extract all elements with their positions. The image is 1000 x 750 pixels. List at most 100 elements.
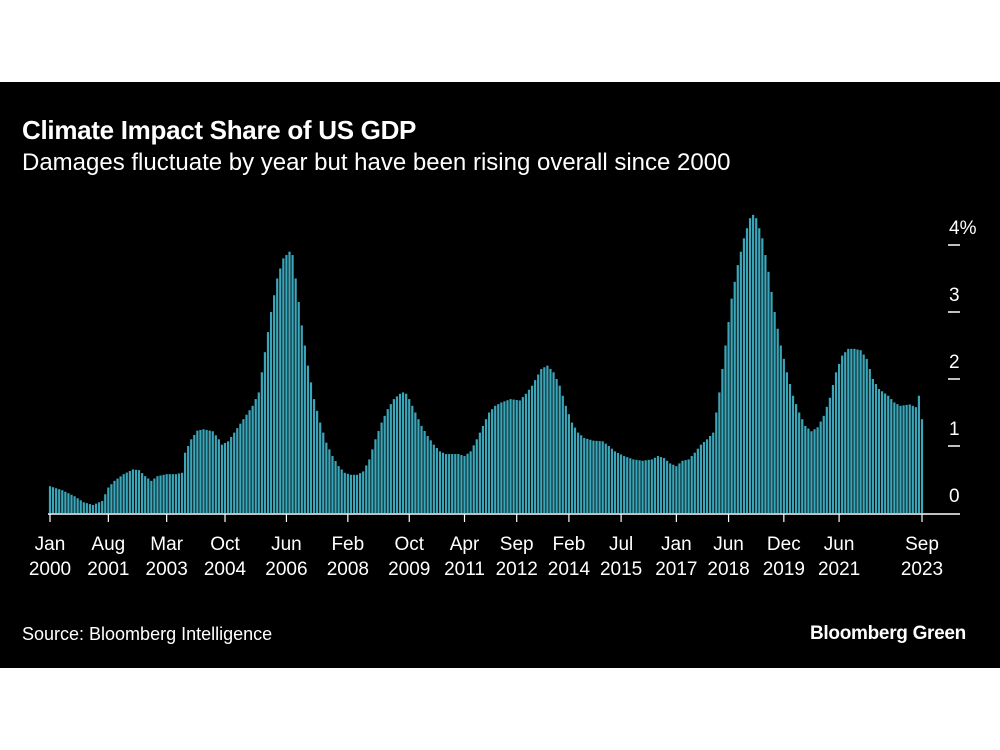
- x-tick-label-year: 2018: [707, 559, 749, 580]
- bar: [481, 425, 485, 513]
- bar: [245, 414, 248, 513]
- bar: [352, 474, 356, 513]
- bar: [785, 372, 789, 513]
- bar: [626, 457, 629, 513]
- bar: [134, 469, 138, 513]
- bar: [613, 451, 617, 513]
- bar: [355, 474, 359, 513]
- bar: [101, 500, 104, 513]
- bar: [88, 504, 92, 513]
- bar: [718, 392, 721, 513]
- bar: [110, 484, 113, 513]
- bar: [779, 345, 782, 513]
- bar: [650, 459, 653, 513]
- bar: [524, 393, 528, 513]
- bar: [752, 214, 755, 513]
- bar: [865, 358, 868, 513]
- bar: [816, 427, 819, 513]
- x-tick-label-month: Sep: [500, 534, 534, 555]
- bar: [64, 491, 67, 513]
- bar: [758, 228, 761, 513]
- bar: [638, 460, 641, 513]
- bar: [844, 352, 847, 513]
- bar: [177, 473, 181, 513]
- bar: [98, 502, 101, 513]
- x-tick-label-month: Jun: [824, 534, 855, 555]
- bar: [389, 404, 392, 514]
- bar: [441, 452, 445, 513]
- bar: [365, 465, 368, 513]
- bar: [432, 444, 435, 513]
- bar: [180, 472, 184, 513]
- bar: [484, 419, 488, 513]
- bar: [263, 352, 267, 513]
- bar: [478, 432, 481, 513]
- bar: [113, 480, 116, 513]
- bar: [546, 365, 549, 513]
- bar: [91, 504, 95, 513]
- bar: [868, 368, 871, 513]
- bar: [610, 448, 613, 513]
- bar: [282, 258, 285, 513]
- bar: [199, 429, 202, 513]
- bar: [635, 459, 638, 513]
- bar: [368, 459, 371, 513]
- bar: [79, 500, 82, 513]
- bar: [715, 412, 718, 513]
- bar: [678, 463, 681, 513]
- bar: [346, 473, 349, 514]
- bar: [555, 379, 558, 513]
- bar: [319, 422, 322, 513]
- bar: [242, 419, 245, 513]
- bar: [887, 395, 890, 513]
- bar: [917, 395, 921, 513]
- x-tick-label-month: Feb: [553, 534, 586, 555]
- bar: [70, 494, 73, 513]
- bar: [798, 412, 801, 513]
- bar: [497, 404, 500, 514]
- bar: [208, 430, 211, 513]
- source-note: Source: Bloomberg Intelligence: [22, 624, 273, 644]
- x-tick-label-year: 2001: [87, 559, 129, 580]
- bar: [859, 350, 862, 513]
- bar: [128, 471, 131, 513]
- bar: [73, 496, 76, 513]
- bar: [451, 454, 454, 513]
- bar: [874, 384, 878, 513]
- x-tick-label-month: Feb: [331, 534, 364, 555]
- bar: [853, 348, 856, 513]
- x-tick-label-year: 2019: [763, 559, 805, 580]
- bar: [183, 452, 187, 513]
- x-tick-label-year: 2004: [204, 559, 247, 580]
- bar: [871, 379, 874, 513]
- bar: [825, 406, 828, 513]
- bar: [239, 423, 242, 513]
- bar: [266, 332, 270, 513]
- bar: [374, 439, 377, 513]
- bar: [82, 502, 85, 513]
- bar: [236, 428, 239, 513]
- y-tick-label: 3: [949, 285, 960, 306]
- x-tick-label-month: Jun: [713, 534, 744, 555]
- bar: [51, 487, 55, 513]
- bar: [334, 461, 337, 513]
- bar: [653, 457, 656, 513]
- bar: [141, 473, 144, 513]
- bar: [577, 432, 580, 513]
- bar: [801, 419, 804, 513]
- x-tick-label-month: Jul: [609, 534, 633, 555]
- bar: [147, 478, 150, 514]
- bar: [509, 399, 512, 513]
- chart-panel: Climate Impact Share of US GDP Damages f…: [0, 82, 1000, 668]
- bar: [540, 368, 543, 513]
- bar: [144, 476, 147, 513]
- bar: [500, 402, 503, 513]
- bar: [423, 430, 426, 514]
- bar: [171, 474, 174, 513]
- bar: [122, 474, 125, 513]
- bar: [767, 271, 770, 513]
- x-tick-label-month: Sep: [905, 534, 939, 555]
- bar: [58, 489, 61, 513]
- bar: [380, 422, 383, 513]
- x-tick-label-year: 2003: [146, 559, 188, 580]
